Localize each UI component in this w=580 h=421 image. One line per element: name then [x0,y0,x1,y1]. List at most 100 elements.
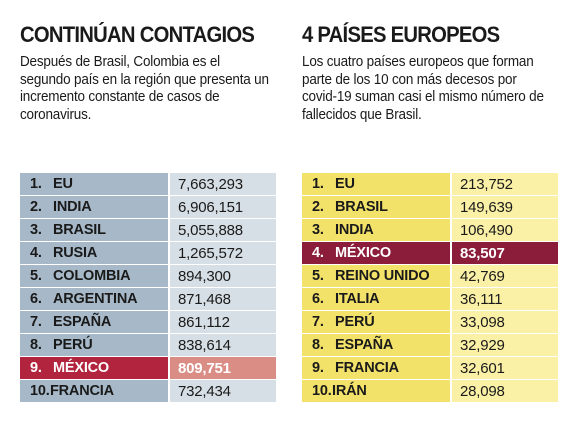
table-row: 9. MÉXICO 809,751 [20,357,276,380]
table-row: 7. ESPAÑA 861,112 [20,311,276,334]
rank-label: 10. [312,383,332,399]
rank-label: 6. [30,291,42,307]
country-cell: 10. FRANCIA [20,380,170,402]
rank-label: 8. [312,337,324,353]
cases-table: 1. EU 7,663,293 2. INDIA 6,906,151 3. BRASIL 5,0… [20,173,276,403]
cases-title: CONTINÚAN CONTAGIOS [20,22,255,47]
rank-label: 10. [30,383,50,399]
table-row: 1. EU 213,752 [302,173,558,196]
table-row: 8. ESPAÑA 32,929 [302,334,558,357]
value-cell: 28,098 [452,380,558,402]
rank-label: 7. [312,314,324,330]
country-cell: 8. ESPAÑA [302,334,452,356]
country-name: ESPAÑA [335,337,394,353]
country-cell: 2. BRASIL [302,196,452,218]
deaths-table: 1. EU 213,752 2. BRASIL 149,639 3. INDIA 106,490… [302,173,558,403]
country-name: ITALIA [335,291,380,307]
value-cell: 5,055,888 [170,219,276,241]
value-cell: 213,752 [452,173,558,195]
country-name: INDIA [53,199,92,215]
value-cell: 732,434 [170,380,276,402]
country-cell: 6. ARGENTINA [20,288,170,310]
value-cell: 33,098 [452,311,558,333]
country-cell: 6. ITALIA [302,288,452,310]
table-row: 10. FRANCIA 732,434 [20,380,276,403]
value-cell: 1,265,572 [170,242,276,264]
rank-label: 6. [312,291,324,307]
country-cell: 4. MÉXICO [302,242,452,264]
country-name: INDIA [335,222,374,238]
rank-label: 1. [312,176,324,192]
deaths-description: Los cuatro países europeos que forman pa… [302,54,544,123]
rank-label: 8. [30,337,42,353]
rank-label: 3. [312,222,324,238]
rank-label: 7. [30,314,42,330]
table-row: 3. BRASIL 5,055,888 [20,219,276,242]
value-cell: 861,112 [170,311,276,333]
table-row: 7. PERÚ 33,098 [302,311,558,334]
country-name: EU [53,176,73,192]
rank-label: 4. [30,245,42,261]
country-name: FRANCIA [335,360,399,376]
table-row: 8. PERÚ 838,614 [20,334,276,357]
country-cell: 7. PERÚ [302,311,452,333]
country-name: RUSIA [53,245,98,261]
value-cell: 83,507 [452,242,558,264]
country-cell: 2. INDIA [20,196,170,218]
value-cell: 106,490 [452,219,558,241]
country-cell: 7. ESPAÑA [20,311,170,333]
country-cell: 10. IRÁN [302,380,452,402]
country-cell: 5. COLOMBIA [20,265,170,287]
deaths-title: 4 PAÍSES EUROPEOS [302,22,500,47]
country-name: BRASIL [53,222,106,238]
country-cell: 5. REINO UNIDO [302,265,452,287]
rank-label: 4. [312,245,324,261]
cases-panel: CONTINÚAN CONTAGIOS Después de Brasil, C… [20,22,276,403]
country-cell: 8. PERÚ [20,334,170,356]
rank-label: 3. [30,222,42,238]
rank-label: 1. [30,176,42,192]
value-cell: 7,663,293 [170,173,276,195]
country-cell: 9. MÉXICO [20,357,170,379]
rank-label: 5. [30,268,42,284]
country-name: ARGENTINA [53,291,138,307]
value-cell: 36,111 [452,288,558,310]
country-name: EU [335,176,355,192]
table-row: 9. FRANCIA 32,601 [302,357,558,380]
table-row: 3. INDIA 106,490 [302,219,558,242]
table-row: 6. ARGENTINA 871,468 [20,288,276,311]
country-cell: 3. INDIA [302,219,452,241]
rank-label: 9. [30,360,42,376]
country-cell: 3. BRASIL [20,219,170,241]
country-name: ESPAÑA [53,314,112,330]
value-cell: 32,601 [452,357,558,379]
table-row: 5. REINO UNIDO 42,769 [302,265,558,288]
table-row: 4. MÉXICO 83,507 [302,242,558,265]
country-cell: 4. RUSIA [20,242,170,264]
value-cell: 149,639 [452,196,558,218]
country-name: PERÚ [53,337,93,353]
country-name: BRASIL [335,199,388,215]
deaths-panel: 4 PAÍSES EUROPEOS Los cuatro países euro… [302,22,558,403]
country-name: FRANCIA [50,383,114,399]
country-name: REINO UNIDO [335,268,430,284]
value-cell: 42,769 [452,265,558,287]
country-name: MÉXICO [335,245,391,261]
country-cell: 1. EU [302,173,452,195]
table-row: 10. IRÁN 28,098 [302,380,558,403]
value-cell: 871,468 [170,288,276,310]
country-cell: 9. FRANCIA [302,357,452,379]
rank-label: 2. [312,199,324,215]
country-cell: 1. EU [20,173,170,195]
table-row: 6. ITALIA 36,111 [302,288,558,311]
table-row: 4. RUSIA 1,265,572 [20,242,276,265]
country-name: PERÚ [335,314,375,330]
value-cell: 6,906,151 [170,196,276,218]
value-cell: 32,929 [452,334,558,356]
rank-label: 2. [30,199,42,215]
value-cell: 809,751 [170,357,276,379]
table-row: 2. BRASIL 149,639 [302,196,558,219]
table-row: 1. EU 7,663,293 [20,173,276,196]
cases-description: Después de Brasil, Colombia es el segund… [20,54,269,123]
rank-label: 9. [312,360,324,376]
